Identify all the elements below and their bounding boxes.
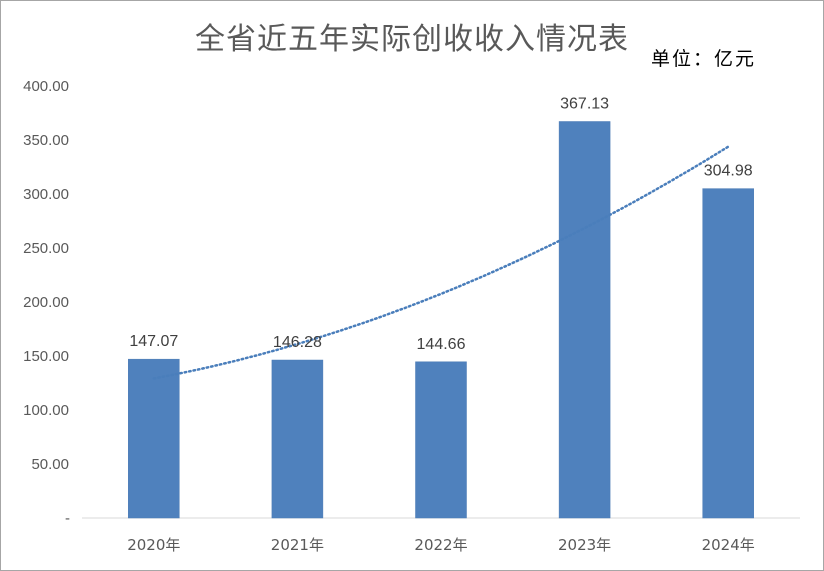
data-label: 146.28 bbox=[273, 334, 322, 351]
bar-2024年 bbox=[702, 188, 754, 519]
bar-2021年 bbox=[271, 359, 324, 519]
x-category-label: 2024年 bbox=[702, 536, 755, 554]
bar-2022年 bbox=[415, 361, 467, 519]
y-tick-label: 300.00 bbox=[23, 186, 69, 203]
data-label: 367.13 bbox=[560, 95, 609, 112]
data-label: 144.66 bbox=[417, 336, 466, 353]
bars bbox=[128, 121, 754, 519]
y-tick-label: 100.00 bbox=[23, 402, 69, 419]
x-category-label: 2020年 bbox=[127, 536, 180, 554]
y-tick-label: 250.00 bbox=[23, 240, 69, 257]
y-tick-label: 50.00 bbox=[31, 456, 69, 473]
data-labels: 147.07 146.28 144.66 367.13 304.98 bbox=[129, 95, 752, 352]
x-category-label: 2022年 bbox=[414, 536, 467, 554]
y-tick-label: 150.00 bbox=[23, 348, 69, 365]
unit-label: 单位：亿元 bbox=[651, 48, 757, 70]
chart-title: 全省近五年实际创收收入情况表 bbox=[195, 22, 629, 57]
x-axis-categories: 2020年 2021年 2022年 2023年 2024年 bbox=[127, 536, 755, 554]
trendline bbox=[152, 145, 730, 380]
y-tick-label: - bbox=[65, 510, 70, 527]
y-tick-label: 400.00 bbox=[23, 78, 69, 95]
trendline-group bbox=[152, 145, 730, 380]
x-category-label: 2023年 bbox=[558, 536, 611, 554]
y-tick-label: 200.00 bbox=[23, 294, 69, 311]
y-tick-label: 350.00 bbox=[23, 132, 69, 149]
y-axis-ticks: - 50.00 100.00 150.00 200.00 250.00 300.00 350.… bbox=[23, 78, 70, 527]
bar-2020年 bbox=[128, 358, 180, 519]
data-label: 304.98 bbox=[704, 163, 753, 180]
data-label: 147.07 bbox=[129, 333, 178, 350]
bar-2023年 bbox=[558, 121, 611, 519]
x-category-label: 2021年 bbox=[271, 536, 324, 554]
